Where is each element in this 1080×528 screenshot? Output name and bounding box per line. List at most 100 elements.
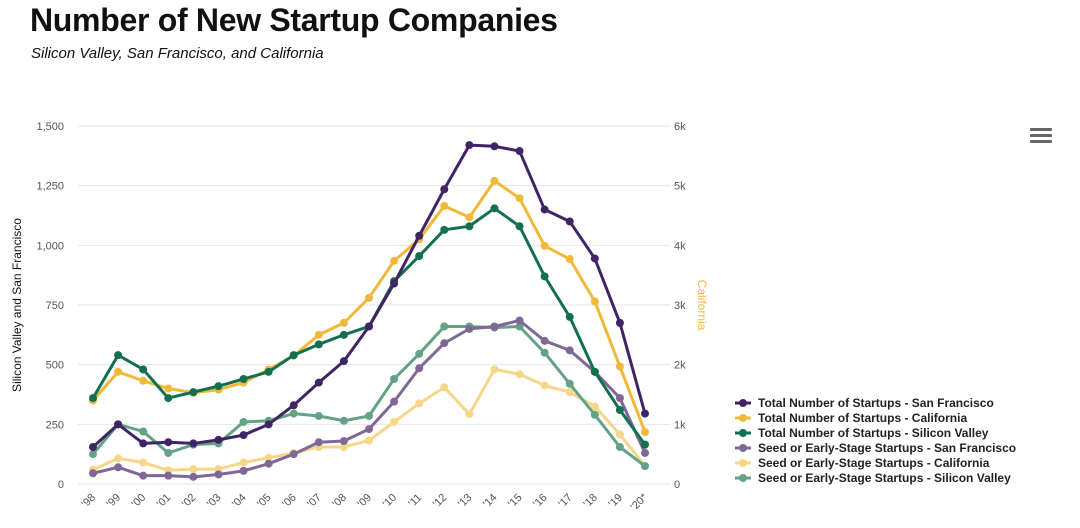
data-point (164, 466, 173, 475)
series-3 (89, 316, 649, 481)
data-point (490, 322, 499, 331)
x-tick-label: '15 (506, 492, 525, 511)
series-line (91, 324, 647, 468)
data-point (264, 459, 273, 468)
x-tick-label: '14 (481, 492, 500, 511)
data-point (440, 322, 449, 331)
x-tick-label: '10 (381, 492, 400, 511)
data-point (314, 443, 323, 452)
data-point (139, 427, 148, 436)
x-tick-label: '18 (581, 492, 600, 511)
right-axis-ticks: 0 1k 2k 3k 4k 5k 6k (674, 121, 686, 491)
legend-marker (739, 429, 747, 437)
legend-item[interactable]: Total Number of Startups - San Francisco (735, 396, 994, 410)
data-point (465, 222, 474, 231)
data-point (415, 399, 424, 408)
data-point (289, 351, 298, 360)
legend-label: Total Number of Startups - San Francisco (758, 396, 994, 410)
data-point (390, 256, 399, 265)
data-point (264, 453, 273, 462)
legend-item[interactable]: Total Number of Startups - Silicon Valle… (735, 426, 989, 440)
series-line (91, 143, 647, 449)
data-point (339, 443, 348, 452)
data-point (490, 142, 499, 151)
left-tick-label: 1,500 (36, 121, 64, 133)
legend-marker (739, 414, 747, 422)
data-point (590, 402, 599, 411)
data-point (114, 454, 123, 463)
hamburger-menu-icon[interactable] (1030, 128, 1052, 146)
legend-label: Total Number of Startups - Silicon Valle… (758, 426, 989, 440)
legend-item[interactable]: Total Number of Startups - California (735, 411, 967, 425)
x-tick-label: '07 (305, 492, 324, 511)
legend-marker (739, 459, 747, 467)
legend-item[interactable]: Seed or Early-Stage Startups - Californi… (735, 456, 990, 470)
data-point (415, 231, 424, 240)
legend-item[interactable]: Seed or Early-Stage Startups - Silicon V… (735, 471, 1011, 485)
data-point (465, 324, 474, 333)
data-point (440, 185, 449, 194)
data-point (565, 346, 574, 355)
data-point (540, 381, 549, 390)
data-point (139, 365, 148, 374)
data-point (440, 339, 449, 348)
data-point (264, 365, 273, 374)
data-point (390, 397, 399, 406)
data-point (390, 374, 399, 383)
x-tick-label: '11 (406, 492, 424, 510)
data-point (89, 396, 97, 405)
chart-title: Number of New Startup Companies (30, 2, 558, 38)
x-tick-label: '17 (556, 492, 575, 511)
data-point (139, 439, 148, 448)
x-tick-label: '08 (330, 492, 349, 511)
data-point (164, 471, 173, 480)
data-point (264, 367, 273, 376)
data-point (164, 438, 173, 447)
right-axis-title: California (695, 280, 709, 331)
data-point (339, 330, 348, 339)
right-tick-label: 3k (674, 300, 686, 312)
left-tick-label: 500 (46, 360, 64, 372)
data-point (390, 417, 399, 426)
data-point (314, 330, 323, 339)
data-point (490, 204, 499, 213)
left-tick-label: 750 (46, 300, 64, 312)
data-point (590, 254, 599, 263)
legend-item[interactable]: Seed or Early-Stage Startups - San Franc… (735, 441, 1016, 455)
data-point (214, 465, 223, 474)
data-point (289, 450, 298, 459)
right-tick-label: 6k (674, 121, 686, 133)
data-point (641, 462, 649, 471)
x-tick-label: '03 (205, 492, 224, 511)
series-5 (89, 322, 649, 471)
x-tick-label: '19 (606, 492, 625, 511)
legend-label: Seed or Early-Stage Startups - San Franc… (758, 441, 1016, 455)
data-point (289, 351, 298, 360)
series-line (91, 206, 647, 447)
data-point (565, 379, 574, 388)
data-point (590, 297, 599, 306)
legend-label: Seed or Early-Stage Startups - Californi… (758, 456, 990, 470)
data-point (565, 255, 574, 264)
legend: Total Number of Startups - San Francisco… (735, 396, 1016, 485)
data-point (415, 252, 424, 261)
data-point (515, 147, 524, 156)
data-point (590, 410, 599, 419)
series-2 (89, 204, 649, 449)
data-point (515, 322, 524, 331)
data-point (641, 448, 649, 457)
data-point (540, 272, 549, 281)
data-point (540, 205, 549, 214)
series-4 (89, 365, 649, 475)
data-point (89, 465, 97, 474)
data-point (164, 394, 173, 403)
left-tick-label: 1,000 (36, 240, 64, 252)
data-point (189, 388, 198, 397)
x-tick-label: '20* (628, 491, 650, 513)
data-point (490, 365, 499, 374)
data-point (239, 466, 248, 475)
left-tick-label: 250 (46, 419, 64, 431)
data-point (89, 450, 97, 459)
data-point (239, 458, 248, 467)
data-point (89, 394, 97, 403)
